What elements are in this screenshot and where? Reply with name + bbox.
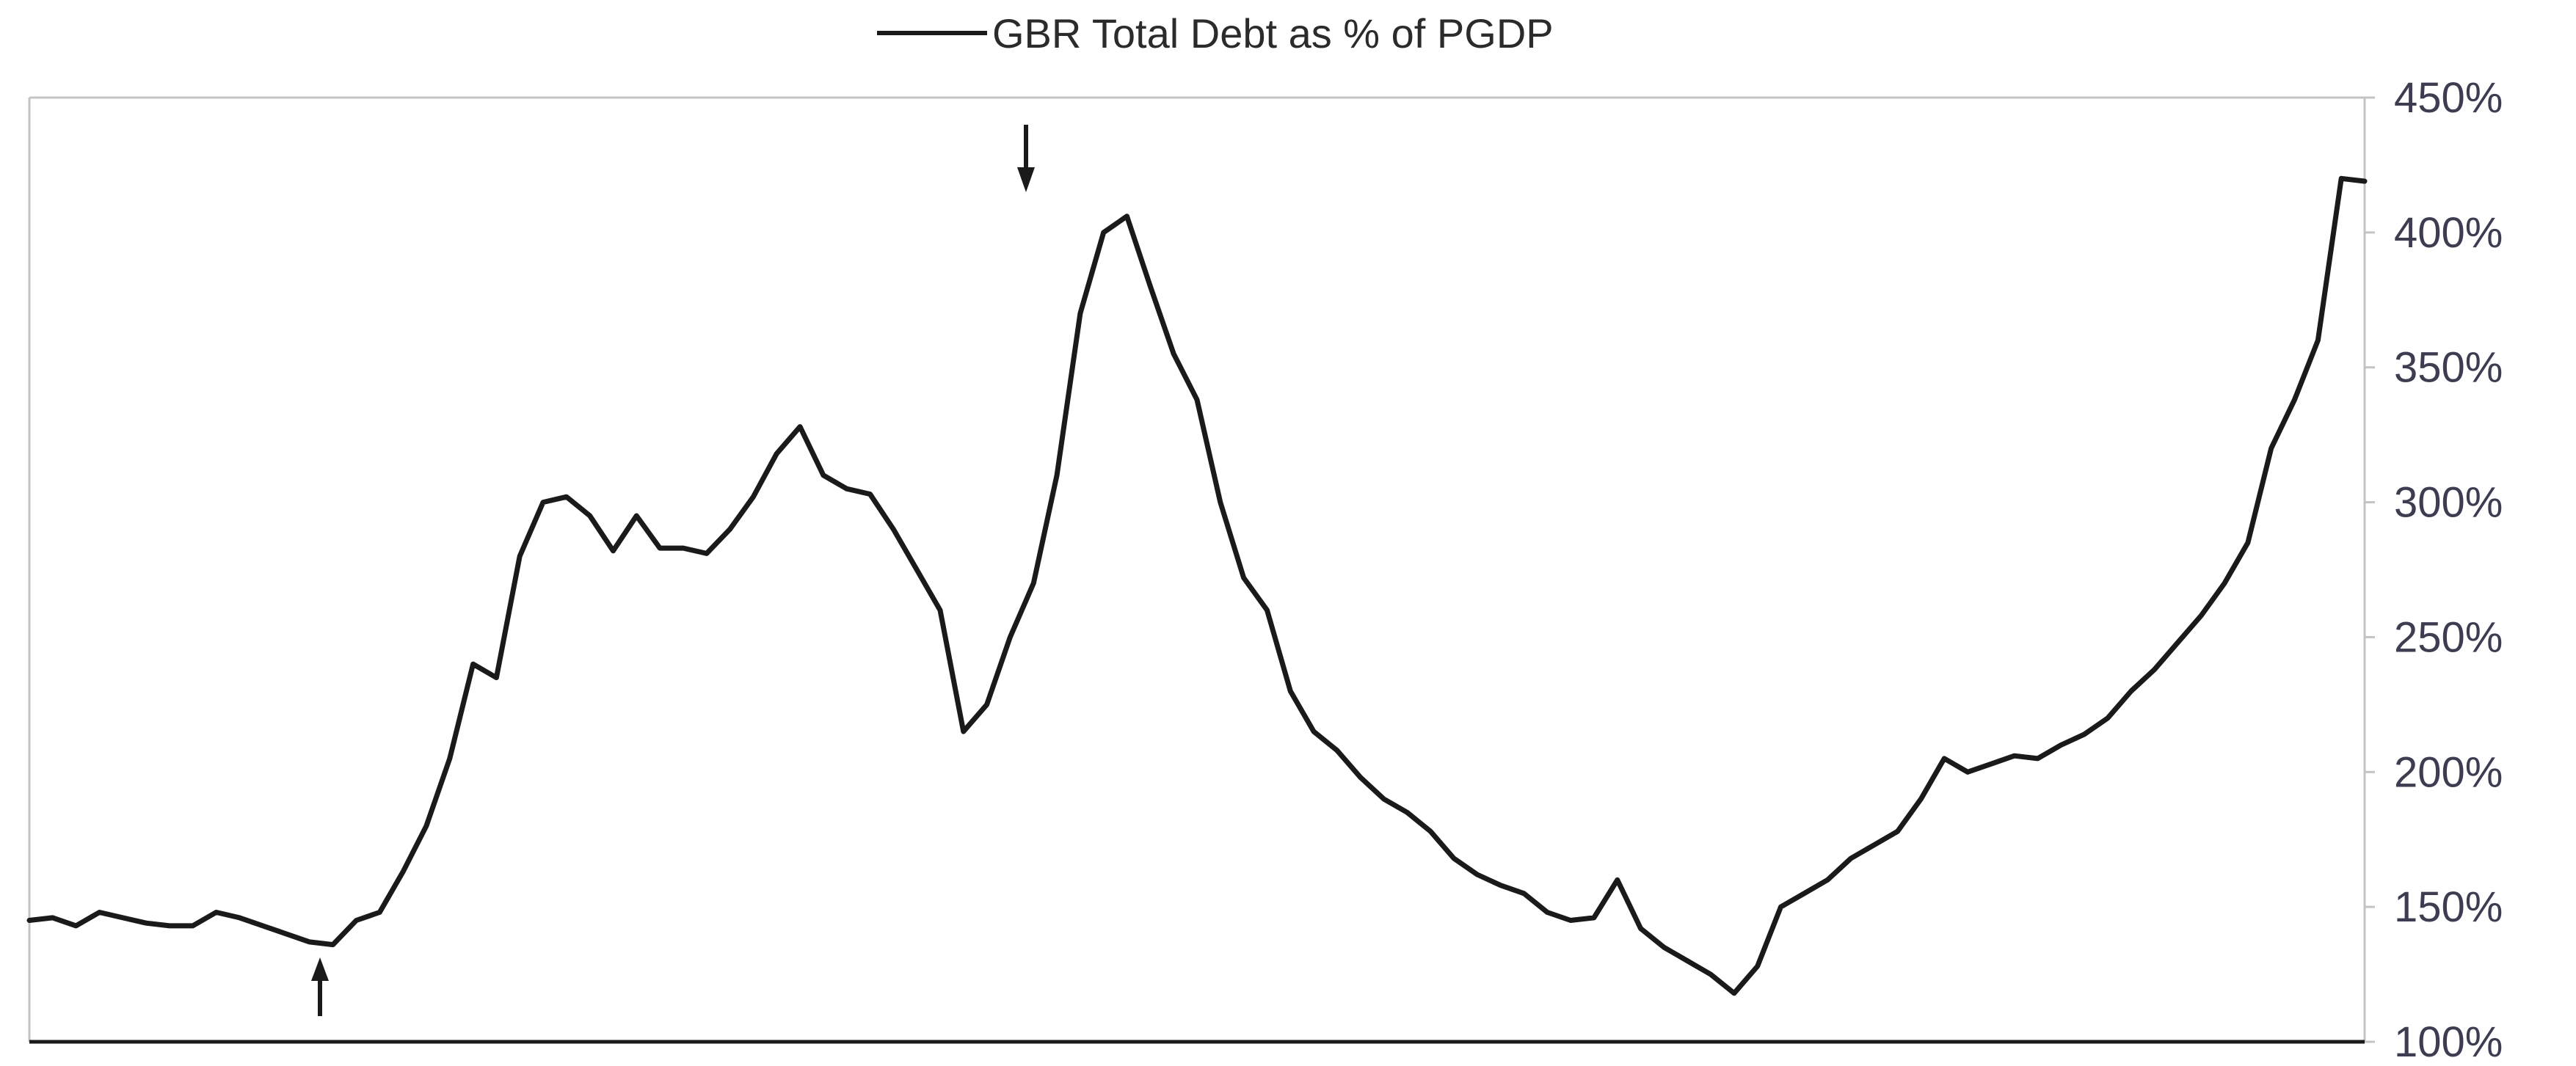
chart-legend: GBR Total Debt as % of PGDP (877, 10, 1554, 56)
y-tick-label: 350% (2394, 344, 2503, 392)
plot-frame (28, 96, 2366, 1044)
y-axis: 100% 150% 200% 250% 300% 350% 400% 450% (2365, 74, 2503, 1066)
series-layer (26, 175, 2368, 996)
legend-label: GBR Total Debt as % of PGDP (992, 10, 1554, 56)
y-tick-label: 300% (2394, 479, 2503, 527)
series-line-gbr-total-debt (26, 175, 2368, 996)
annotation-layer (311, 125, 1035, 1016)
y-tick-label: 150% (2394, 883, 2503, 931)
arrow-down-annotation (1017, 125, 1035, 192)
y-tick-label: 450% (2394, 74, 2503, 122)
y-tick-label: 400% (2394, 209, 2503, 257)
y-tick-label: 250% (2394, 613, 2503, 661)
y-tick-label: 100% (2394, 1018, 2503, 1066)
y-tick-label: 200% (2394, 748, 2503, 796)
arrow-up-annotation (311, 957, 329, 1016)
